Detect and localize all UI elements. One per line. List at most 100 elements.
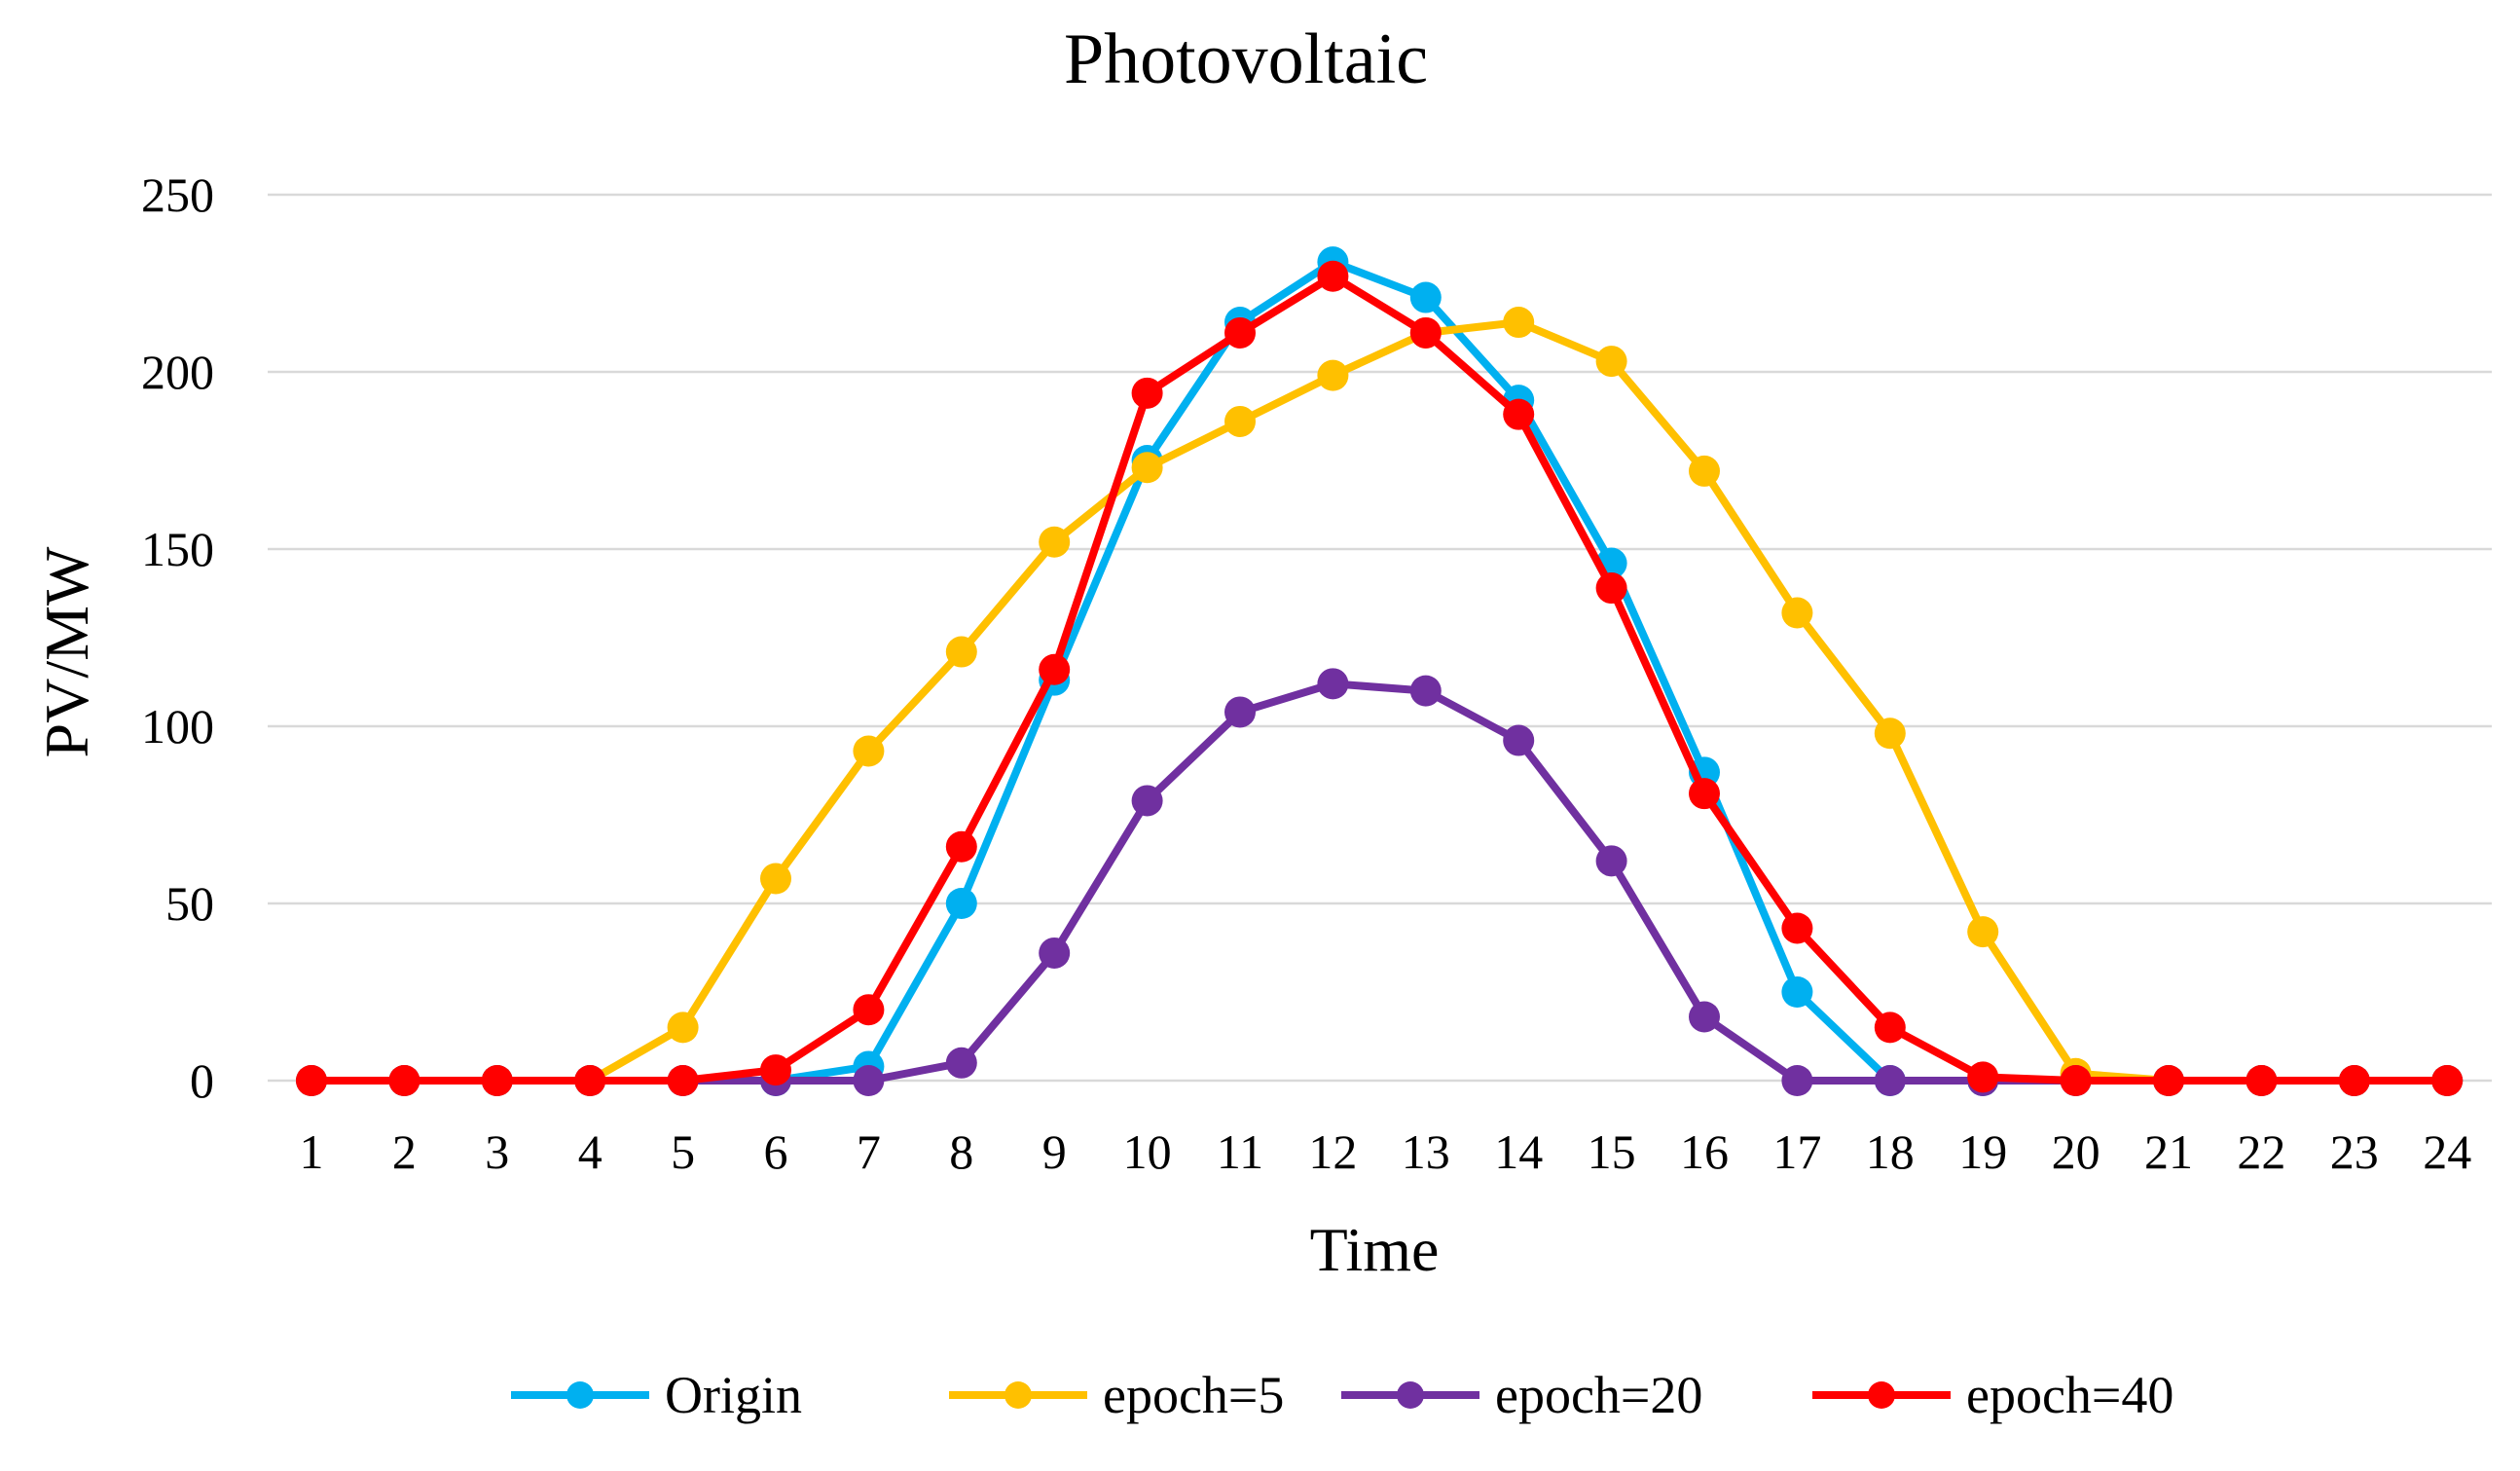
- legend-item: epoch=20: [1341, 1366, 1702, 1424]
- x-tick-label: 17: [1772, 1124, 1821, 1179]
- x-tick-label: 13: [1402, 1124, 1450, 1179]
- data-point: [388, 1065, 420, 1096]
- data-point: [1781, 912, 1813, 944]
- data-point: [296, 1065, 327, 1096]
- series-group: [296, 246, 2464, 1096]
- series-line: [311, 258, 2448, 1085]
- data-point: [1224, 405, 1256, 437]
- x-tick-label: 4: [578, 1124, 603, 1179]
- x-tick-label: 9: [1042, 1124, 1067, 1179]
- data-point: [853, 1065, 885, 1096]
- data-point: [945, 888, 977, 919]
- data-point: [1317, 359, 1349, 391]
- data-point: [1317, 260, 1349, 292]
- series-line: [311, 272, 2448, 1085]
- data-point: [1131, 377, 1163, 409]
- legend-swatch-marker: [1004, 1381, 1032, 1409]
- y-tick-label: 0: [190, 1053, 214, 1108]
- series-epoch-20: [296, 668, 2464, 1096]
- legend-label: epoch=20: [1495, 1366, 1702, 1424]
- x-tick-label: 11: [1217, 1124, 1263, 1179]
- data-point: [1503, 307, 1535, 339]
- y-axis-ticks: 0 50 100 150 200 250: [141, 167, 214, 1108]
- data-point: [2153, 1065, 2184, 1096]
- x-tick-label: 8: [949, 1124, 973, 1179]
- data-point: [2246, 1065, 2278, 1096]
- x-tick-label: 10: [1123, 1124, 1172, 1179]
- y-tick-label: 250: [141, 167, 214, 222]
- legend-label: epoch=5: [1103, 1366, 1284, 1424]
- data-point: [1409, 675, 1442, 707]
- legend: Origin epoch=5 epoch=20 epoch=40: [511, 1366, 2173, 1424]
- data-point: [2338, 1065, 2370, 1096]
- data-point: [760, 863, 791, 895]
- legend-item: epoch=5: [949, 1366, 1284, 1424]
- data-point: [481, 1065, 513, 1096]
- data-point: [853, 994, 885, 1026]
- data-point: [1689, 455, 1720, 487]
- legend-label: Origin: [665, 1366, 802, 1424]
- data-point: [1224, 696, 1256, 728]
- x-tick-label: 20: [2052, 1124, 2100, 1179]
- data-point: [760, 1054, 791, 1086]
- x-axis-label: Time: [1310, 1215, 1440, 1284]
- legend-swatch-marker: [566, 1381, 594, 1409]
- x-tick-label: 6: [764, 1124, 788, 1179]
- series-line: [311, 680, 2448, 1085]
- legend-swatch-marker: [1868, 1381, 1895, 1409]
- x-tick-label: 21: [2144, 1124, 2193, 1179]
- y-tick-label: 100: [141, 699, 214, 754]
- x-tick-label: 2: [392, 1124, 417, 1179]
- data-point: [1131, 785, 1163, 817]
- data-point: [1967, 916, 1999, 948]
- series-origin: [296, 246, 2464, 1096]
- y-tick-label: 200: [141, 345, 214, 399]
- x-tick-label: 12: [1308, 1124, 1357, 1179]
- data-point: [1409, 281, 1442, 313]
- data-point: [2431, 1065, 2464, 1096]
- data-point: [574, 1065, 606, 1096]
- data-point: [667, 1011, 699, 1044]
- data-point: [945, 830, 977, 863]
- series-line: [311, 318, 2448, 1085]
- data-point: [1874, 717, 1906, 750]
- data-point: [1874, 1065, 1906, 1096]
- data-point: [945, 636, 977, 668]
- data-point: [1595, 845, 1627, 877]
- gridlines: [268, 193, 2492, 1083]
- series-epoch-5: [296, 307, 2464, 1096]
- x-tick-label: 14: [1494, 1124, 1543, 1179]
- x-tick-label: 7: [857, 1124, 881, 1179]
- legend-item: Origin: [511, 1366, 802, 1424]
- legend-item: epoch=40: [1812, 1366, 2173, 1424]
- x-tick-label: 19: [1958, 1124, 2007, 1179]
- x-tick-label: 16: [1680, 1124, 1729, 1179]
- data-point: [1503, 724, 1535, 756]
- data-point: [667, 1065, 699, 1096]
- data-point: [1967, 1061, 1999, 1093]
- data-point: [1595, 346, 1627, 378]
- data-point: [1689, 1001, 1720, 1033]
- x-tick-label: 5: [671, 1124, 695, 1179]
- data-point: [1317, 668, 1349, 700]
- x-tick-label: 18: [1866, 1124, 1915, 1179]
- data-point: [853, 735, 885, 767]
- legend-label: epoch=40: [1966, 1366, 2173, 1424]
- x-tick-label: 24: [2423, 1124, 2471, 1179]
- data-point: [1595, 572, 1627, 605]
- data-point: [2060, 1065, 2092, 1096]
- data-point: [1781, 976, 1813, 1008]
- data-point: [1039, 653, 1071, 685]
- data-point: [1039, 937, 1071, 969]
- data-point: [1131, 452, 1163, 484]
- x-axis-ticks: 1 2 3 4 5 6 7 8 9 10 11 12 13 14 15 16 17 18 19 20 21 22 23 24: [300, 1124, 2472, 1179]
- data-point: [1781, 597, 1813, 629]
- x-tick-label: 15: [1588, 1124, 1636, 1179]
- series-epoch-40: [296, 260, 2464, 1096]
- x-tick-label: 1: [300, 1124, 324, 1179]
- data-point: [1781, 1065, 1813, 1096]
- chart-title: Photovoltaic: [1064, 19, 1428, 99]
- data-point: [1874, 1011, 1906, 1044]
- data-point: [1224, 316, 1256, 349]
